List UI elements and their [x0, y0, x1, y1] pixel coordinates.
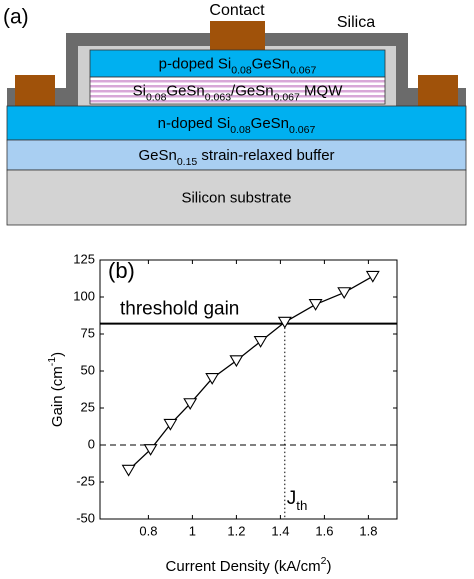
layer-label: n-doped Si0.08GeSn0.067 [158, 115, 316, 136]
data-point [337, 287, 352, 300]
threshold-label: threshold gain [120, 299, 239, 320]
layers: p-doped Si0.08GeSn0.067Si0.08GeSn0.063/G… [6, 49, 467, 226]
panel-label: (b) [108, 258, 135, 283]
jth-label: Jth [287, 488, 308, 513]
data-point [253, 336, 268, 348]
x-axis-label: Current Density (kA/cm2) [166, 555, 332, 575]
contact-pad [15, 75, 55, 106]
text-part: 0.067 [274, 91, 300, 103]
data-point [229, 355, 244, 368]
data-point [365, 270, 380, 283]
layer [6, 169, 467, 226]
text-part: ) [49, 352, 66, 357]
x-tick-label: 1.4 [271, 523, 289, 538]
data-point [308, 299, 323, 311]
x-tick-label: 1.6 [315, 523, 333, 538]
text-part: 0.08 [230, 124, 251, 136]
x-tick-label: 1.2 [227, 523, 245, 538]
contact-pad [210, 21, 265, 50]
text-part: n-doped Si [158, 115, 231, 132]
panel-label: (a) [3, 6, 29, 29]
text-part: 0.08 [231, 64, 252, 76]
x-tick-label: 1 [189, 523, 196, 538]
layer-label: Silicon substrate [181, 189, 291, 206]
y-tick-label: -25 [76, 473, 95, 488]
data-point [121, 464, 136, 477]
x-tick-label: 1.8 [359, 523, 377, 538]
text-part: p-doped Si [159, 55, 232, 72]
layer [89, 49, 386, 78]
text-part: J [287, 488, 297, 509]
data-point [143, 444, 158, 456]
y-axis-label: Gain (cm-1) [46, 352, 66, 427]
data-point [277, 316, 292, 329]
y-tick-label: 50 [81, 362, 95, 377]
text-part: 0.15 [177, 156, 198, 168]
text-part: 2 [321, 555, 327, 567]
chart: -50 -25 0 25 50 75 100 125 0.8 1 1.2 1.4 1.6 1.8 Curre… [46, 251, 398, 575]
text-part: GeSn [166, 82, 204, 99]
layer [89, 76, 386, 105]
text-part: th [296, 498, 307, 513]
text-part: Si [133, 82, 146, 99]
contact-label: Contact [209, 2, 265, 19]
y-tick-label: 75 [81, 325, 95, 340]
text-part: -1 [46, 357, 58, 366]
text-part: Silicon substrate [181, 189, 291, 206]
text-part: 0.067 [290, 64, 316, 76]
text-part: 0.067 [289, 124, 315, 136]
text-part: MQW [300, 82, 343, 99]
text-part: GeSn [252, 55, 290, 72]
plot-frame [99, 259, 398, 520]
layer-label: GeSn0.15 strain-relaxed buffer [138, 147, 334, 168]
data-point [183, 398, 198, 411]
y-tick-label: -50 [76, 510, 95, 525]
data-point [205, 373, 220, 385]
text-part: ) [326, 558, 331, 575]
text-part: GeSn [138, 147, 176, 164]
text-part: Current Density (kA/cm [166, 558, 321, 575]
text-part: 0.08 [146, 91, 167, 103]
text-part: Gain (cm [49, 366, 66, 427]
text-part: strain-relaxed buffer [197, 147, 334, 164]
contact-pad [418, 75, 458, 106]
y-tick-label: 25 [81, 399, 95, 414]
silica-label: Silica [337, 14, 375, 31]
y-tick-label: 0 [88, 436, 95, 451]
y-tick-label: 100 [73, 288, 95, 303]
layer [6, 105, 467, 141]
layer-label: Si0.08GeSn0.063/GeSn0.067 MQW [133, 82, 344, 103]
text-part: 0.063 [205, 91, 231, 103]
data-point [163, 418, 178, 431]
text-part: GeSn [251, 115, 289, 132]
layer-label: p-doped Si0.08GeSn0.067 [159, 55, 317, 76]
text-part: /GeSn [231, 82, 274, 99]
x-tick-label: 0.8 [139, 523, 157, 538]
y-tick-label: 125 [73, 251, 95, 266]
